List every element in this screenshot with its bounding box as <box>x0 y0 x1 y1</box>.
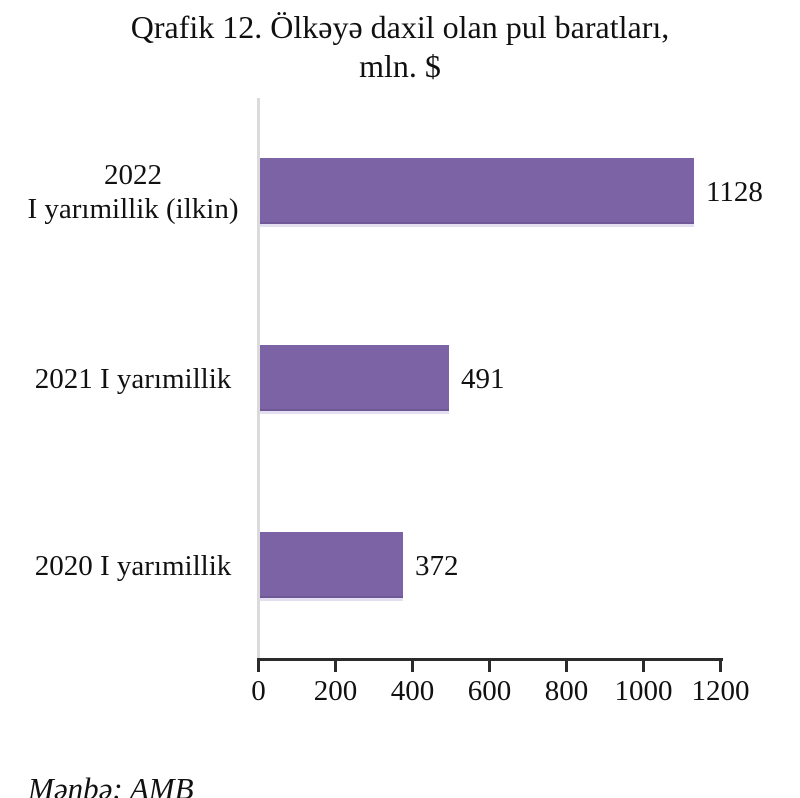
source-note: Mənbə: AMB <box>28 771 194 798</box>
bar-row: 2022 I yarımillik (ilkin) 1128 <box>0 98 800 285</box>
category-label: 2021 I yarımillik <box>34 362 232 395</box>
x-axis-tick <box>334 658 337 672</box>
x-axis-tick-label: 400 <box>390 675 435 707</box>
x-axis-tick-label: 1200 <box>691 675 750 707</box>
bar <box>260 532 403 598</box>
chart-title: Qrafik 12. Ölkəyə daxil olan pul baratla… <box>0 8 800 86</box>
x-axis-tick <box>257 658 260 672</box>
y-axis-line <box>257 98 260 661</box>
bar-value-label: 1128 <box>706 175 763 208</box>
x-axis-tick <box>719 658 722 672</box>
x-axis-tick-label: 600 <box>467 675 512 707</box>
x-axis-tick-label: 800 <box>544 675 589 707</box>
plot-area: 2022 I yarımillik (ilkin) 1128 2021 I yarı… <box>0 98 800 706</box>
x-axis-tick <box>565 658 568 672</box>
bar <box>260 345 449 411</box>
category-label: 2020 I yarımillik <box>34 549 232 582</box>
bar-row: 2020 I yarımillik 372 <box>0 472 800 659</box>
bar <box>260 158 694 224</box>
bar-value-label: 372 <box>415 549 459 582</box>
chart-title-line2: mln. $ <box>359 48 441 84</box>
x-axis-tick-label: 1000 <box>614 675 673 707</box>
x-axis-tick <box>642 658 645 672</box>
bar-value-label: 491 <box>461 362 505 395</box>
category-label: 2022 I yarımillik (ilkin) <box>27 158 239 225</box>
bar-row: 2021 I yarımillik 491 <box>0 285 800 472</box>
x-axis-tick <box>488 658 491 672</box>
chart-title-line1: Qrafik 12. Ölkəyə daxil olan pul baratla… <box>130 9 670 45</box>
x-axis-tick-label: 0 <box>251 675 266 707</box>
x-axis-tick-label: 200 <box>313 675 358 707</box>
x-axis-tick <box>411 658 414 672</box>
